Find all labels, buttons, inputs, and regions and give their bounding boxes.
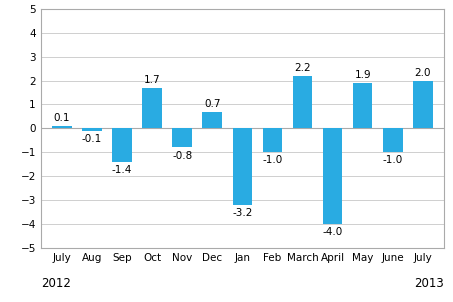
Text: 2.2: 2.2 [294,63,311,73]
Text: -1.0: -1.0 [262,155,283,165]
Text: -1.0: -1.0 [383,155,403,165]
Bar [112,128,132,162]
Text: -1.4: -1.4 [112,165,132,175]
Bar [52,126,72,128]
Bar [263,128,282,152]
Text: 0.7: 0.7 [204,98,221,108]
Text: -3.2: -3.2 [232,208,252,218]
Bar [323,128,342,224]
Text: 2013: 2013 [414,277,444,290]
Bar [202,112,222,128]
Bar [82,128,101,131]
Bar [173,128,192,147]
Text: -0.1: -0.1 [82,134,102,144]
Text: -0.8: -0.8 [172,150,193,161]
Bar [383,128,403,152]
Text: 1.7: 1.7 [144,75,160,85]
Bar [142,88,162,128]
Text: 2.0: 2.0 [414,68,431,78]
Text: -4.0: -4.0 [323,227,343,237]
Bar [353,83,372,128]
Bar [413,81,433,128]
Bar [232,128,252,205]
Text: 1.9: 1.9 [354,70,371,80]
Text: 0.1: 0.1 [53,113,70,123]
Bar [293,76,312,128]
Text: 2012: 2012 [41,277,71,290]
